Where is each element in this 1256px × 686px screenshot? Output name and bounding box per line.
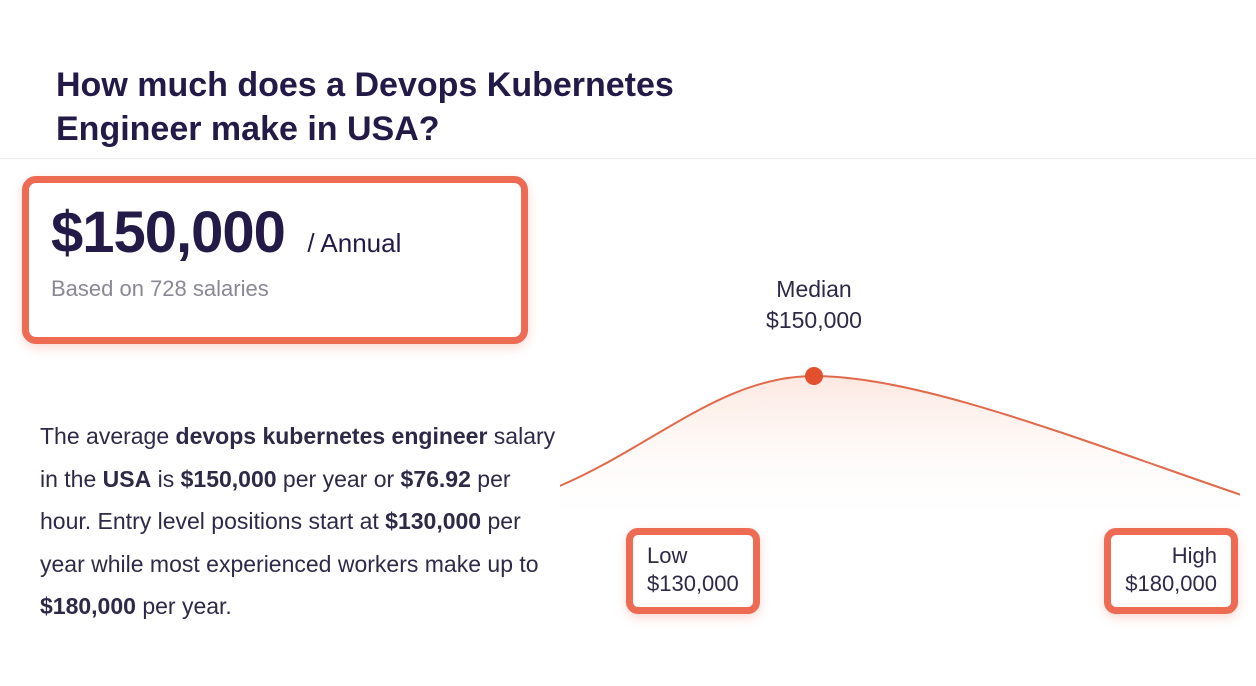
high-value: $180,000 — [1125, 571, 1217, 597]
median-label-text: Median — [744, 274, 884, 305]
salary-period: / Annual — [307, 228, 401, 259]
median-label: Median $150,000 — [744, 274, 884, 336]
salary-infographic: How much does a Devops Kubernetes Engine… — [0, 0, 1256, 686]
salary-highlight-box: $150,000 / Annual Based on 728 salaries — [22, 176, 528, 344]
low-label: Low — [647, 543, 739, 569]
high-label: High — [1125, 543, 1217, 569]
page-title: How much does a Devops Kubernetes Engine… — [56, 63, 756, 151]
low-value: $130,000 — [647, 571, 739, 597]
distribution-curve-svg — [560, 250, 1240, 530]
low-highlight-box: Low $130,000 — [626, 528, 760, 614]
salary-distribution-chart: Median $150,000 Low $130,000 High $180,0… — [560, 250, 1240, 530]
high-highlight-box: High $180,000 — [1104, 528, 1238, 614]
section-divider — [0, 158, 1256, 159]
salary-basis: Based on 728 salaries — [51, 276, 499, 302]
salary-description: The average devops kubernetes engineer s… — [40, 415, 560, 628]
median-label-value: $150,000 — [744, 305, 884, 336]
salary-amount: $150,000 — [51, 199, 285, 266]
curve-fill — [560, 376, 1240, 530]
median-dot-icon — [805, 367, 823, 385]
